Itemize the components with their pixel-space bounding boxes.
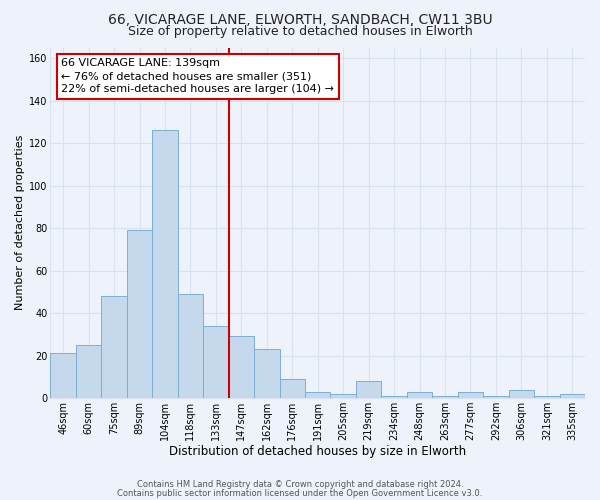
Bar <box>331 394 356 398</box>
Bar <box>127 230 152 398</box>
Bar <box>407 392 432 398</box>
Text: Contains HM Land Registry data © Crown copyright and database right 2024.: Contains HM Land Registry data © Crown c… <box>137 480 463 489</box>
Bar <box>152 130 178 398</box>
Y-axis label: Number of detached properties: Number of detached properties <box>15 135 25 310</box>
Bar <box>305 392 331 398</box>
Bar <box>203 326 229 398</box>
Bar <box>458 392 483 398</box>
Text: Size of property relative to detached houses in Elworth: Size of property relative to detached ho… <box>128 25 472 38</box>
Bar <box>254 349 280 398</box>
Bar <box>509 390 534 398</box>
Text: Contains public sector information licensed under the Open Government Licence v3: Contains public sector information licen… <box>118 488 482 498</box>
Bar <box>534 396 560 398</box>
Bar <box>356 381 382 398</box>
Bar <box>101 296 127 398</box>
Bar <box>280 379 305 398</box>
Text: 66, VICARAGE LANE, ELWORTH, SANDBACH, CW11 3BU: 66, VICARAGE LANE, ELWORTH, SANDBACH, CW… <box>107 12 493 26</box>
Bar <box>178 294 203 398</box>
Bar <box>50 354 76 398</box>
Bar <box>229 336 254 398</box>
Bar <box>483 396 509 398</box>
Text: 66 VICARAGE LANE: 139sqm
← 76% of detached houses are smaller (351)
22% of semi-: 66 VICARAGE LANE: 139sqm ← 76% of detach… <box>61 58 334 94</box>
Bar <box>76 345 101 398</box>
X-axis label: Distribution of detached houses by size in Elworth: Distribution of detached houses by size … <box>169 444 466 458</box>
Bar <box>432 396 458 398</box>
Bar <box>560 394 585 398</box>
Bar <box>382 396 407 398</box>
